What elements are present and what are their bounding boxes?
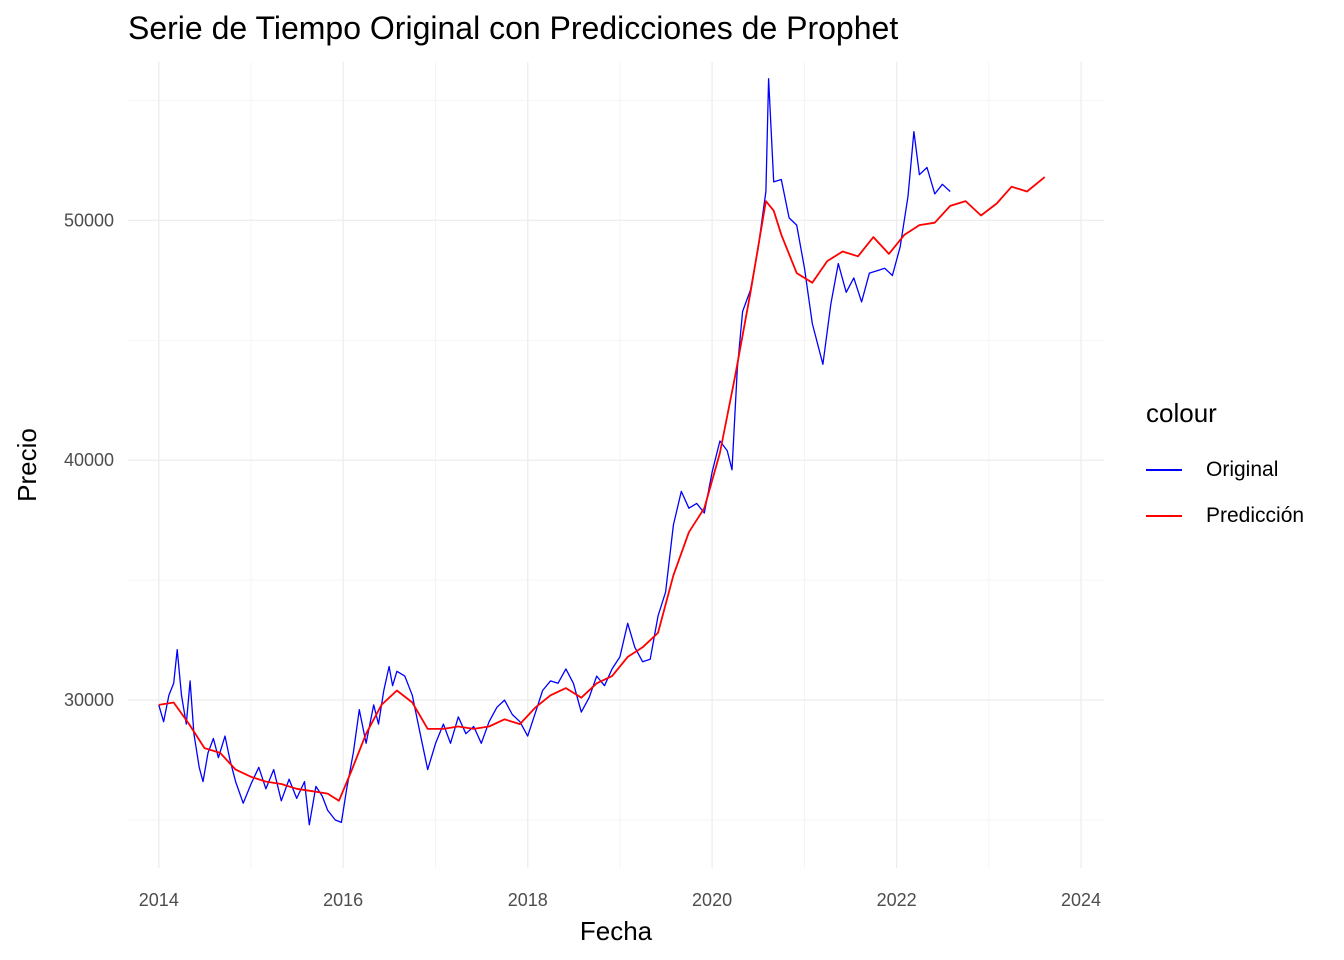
axis-labels: 2014 2016 2018 2020 2022 2024 30000 40000 50000 F… bbox=[12, 210, 1101, 946]
legend-key-prediccion bbox=[1146, 515, 1182, 517]
legend-item-prediccion: Predicción bbox=[1146, 493, 1304, 539]
y-axis-title: Precio bbox=[12, 428, 42, 502]
x-axis-title: Fecha bbox=[580, 916, 653, 946]
y-tick-label: 40000 bbox=[64, 450, 114, 470]
legend: colour Original Predicción bbox=[1146, 398, 1304, 539]
legend-item-original: Original bbox=[1146, 447, 1304, 493]
chart-title: Serie de Tiempo Original con Prediccione… bbox=[128, 10, 899, 46]
grid-lines bbox=[128, 62, 1104, 868]
x-tick-label: 2014 bbox=[139, 890, 179, 910]
series-line-original bbox=[158, 78, 951, 826]
legend-key-original bbox=[1146, 469, 1182, 471]
y-tick-label: 30000 bbox=[64, 690, 114, 710]
legend-title: colour bbox=[1146, 398, 1217, 428]
series-layer bbox=[158, 78, 1046, 826]
x-tick-label: 2018 bbox=[508, 890, 548, 910]
legend-label-original: Original bbox=[1206, 458, 1279, 481]
x-tick-label: 2024 bbox=[1061, 890, 1101, 910]
series-line-prediccion bbox=[158, 176, 1046, 802]
legend-label-prediccion: Predicción bbox=[1206, 504, 1305, 527]
x-tick-label: 2020 bbox=[692, 890, 732, 910]
y-tick-label: 50000 bbox=[64, 210, 114, 230]
x-tick-label: 2016 bbox=[323, 890, 363, 910]
x-tick-label: 2022 bbox=[877, 890, 917, 910]
